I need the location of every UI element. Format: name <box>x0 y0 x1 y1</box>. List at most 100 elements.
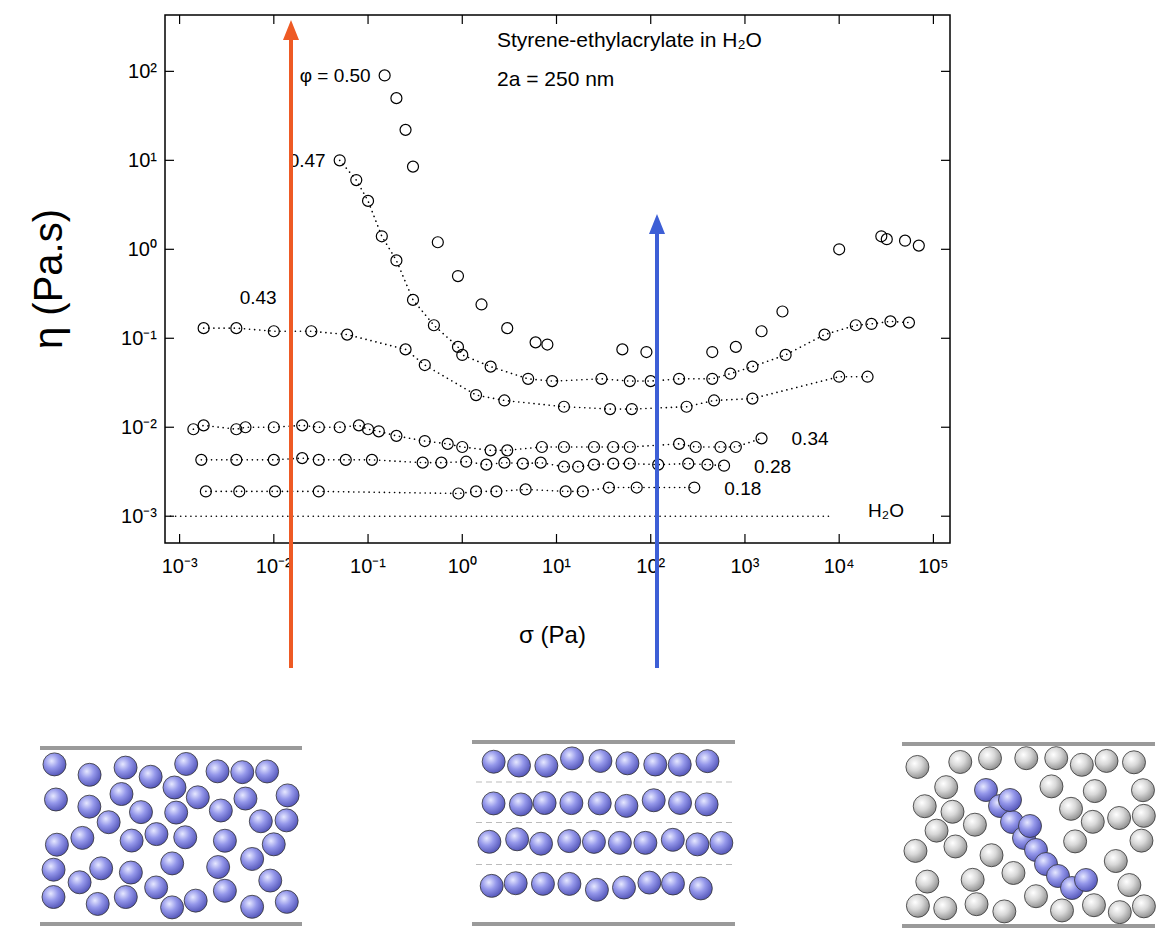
sphere <box>531 872 554 895</box>
y-tick-right <box>941 71 950 72</box>
data-point <box>363 195 374 206</box>
y-tick-label: 10⁰ <box>128 238 157 260</box>
x-tick <box>556 534 557 543</box>
data-point <box>624 441 635 452</box>
sphere <box>978 747 1001 770</box>
data-point <box>391 430 402 441</box>
data-point <box>596 373 607 384</box>
x-tick-label: 10³ <box>731 555 760 577</box>
data-point <box>608 441 619 452</box>
sphere <box>86 892 109 915</box>
sphere <box>925 819 948 842</box>
illustration-layers-wall <box>472 922 735 926</box>
layer-line <box>476 782 732 783</box>
data-point <box>432 237 443 248</box>
y-axis-title: η (Pa.s) <box>26 209 70 349</box>
sphere <box>43 753 66 776</box>
data-point <box>862 371 873 382</box>
sphere <box>963 813 986 836</box>
sphere <box>1064 830 1087 853</box>
data-point <box>366 454 377 465</box>
data-point <box>645 376 656 387</box>
data-point <box>624 458 635 469</box>
data-point <box>730 341 741 352</box>
sphere <box>482 792 505 815</box>
data-point <box>558 461 569 472</box>
sphere <box>78 763 101 786</box>
x-tick-label: 10⁻² <box>256 555 292 577</box>
data-point <box>573 461 584 472</box>
data-point <box>306 326 317 337</box>
sphere <box>1132 895 1155 918</box>
y-tick-right <box>941 160 950 161</box>
sphere <box>1070 753 1093 776</box>
sphere <box>186 786 209 809</box>
data-point <box>617 344 628 355</box>
sphere <box>139 765 162 788</box>
y-tick <box>165 427 174 428</box>
y-tick <box>165 160 174 161</box>
sphere <box>642 789 665 812</box>
sphere <box>506 828 529 851</box>
sphere <box>231 761 254 784</box>
sphere <box>241 847 264 870</box>
sphere <box>120 829 143 852</box>
sphere <box>275 890 298 913</box>
sphere <box>161 852 184 875</box>
x-tick-top <box>273 15 274 24</box>
data-point <box>419 436 430 447</box>
sphere <box>509 793 532 816</box>
sphere <box>1051 899 1074 922</box>
data-point <box>476 299 487 310</box>
sphere <box>608 831 631 854</box>
sphere <box>695 793 718 816</box>
sphere <box>1075 869 1098 892</box>
sphere <box>585 878 608 901</box>
data-point <box>725 368 736 379</box>
data-point <box>900 235 911 246</box>
data-point <box>268 422 279 433</box>
sphere <box>965 893 988 916</box>
data-point <box>461 456 472 467</box>
data-point <box>334 422 345 433</box>
sphere <box>42 858 65 881</box>
data-point <box>417 457 428 468</box>
sphere <box>145 823 168 846</box>
sphere <box>110 783 133 806</box>
x-tick <box>367 534 368 543</box>
sphere <box>1019 815 1042 838</box>
sphere <box>560 747 583 770</box>
data-point <box>400 344 411 355</box>
data-point <box>436 457 447 468</box>
sphere <box>207 856 230 879</box>
sphere <box>980 844 1003 867</box>
data-point <box>471 390 482 401</box>
sphere <box>949 750 972 773</box>
sphere <box>644 753 667 776</box>
layer-line <box>476 864 732 865</box>
sphere <box>588 792 611 815</box>
red-arrow-head <box>283 20 299 40</box>
data-point <box>834 371 845 382</box>
x-tick-top <box>556 15 557 24</box>
sphere <box>634 831 657 854</box>
data-point <box>530 337 541 348</box>
data-point <box>351 175 362 186</box>
sphere <box>582 830 605 853</box>
data-point <box>674 438 685 449</box>
sphere <box>234 787 257 810</box>
sphere <box>944 835 967 858</box>
data-point <box>903 317 914 328</box>
sphere <box>535 754 558 777</box>
data-point <box>499 395 510 406</box>
data-point <box>457 441 468 452</box>
data-point <box>419 360 430 371</box>
sphere <box>916 870 939 893</box>
x-tick-label: 10⁵ <box>918 555 949 577</box>
x-tick-top <box>744 15 745 24</box>
data-point <box>780 349 791 360</box>
sphere <box>1122 751 1145 774</box>
data-point <box>547 376 558 387</box>
series-line <box>204 328 868 409</box>
data-point <box>603 482 614 493</box>
